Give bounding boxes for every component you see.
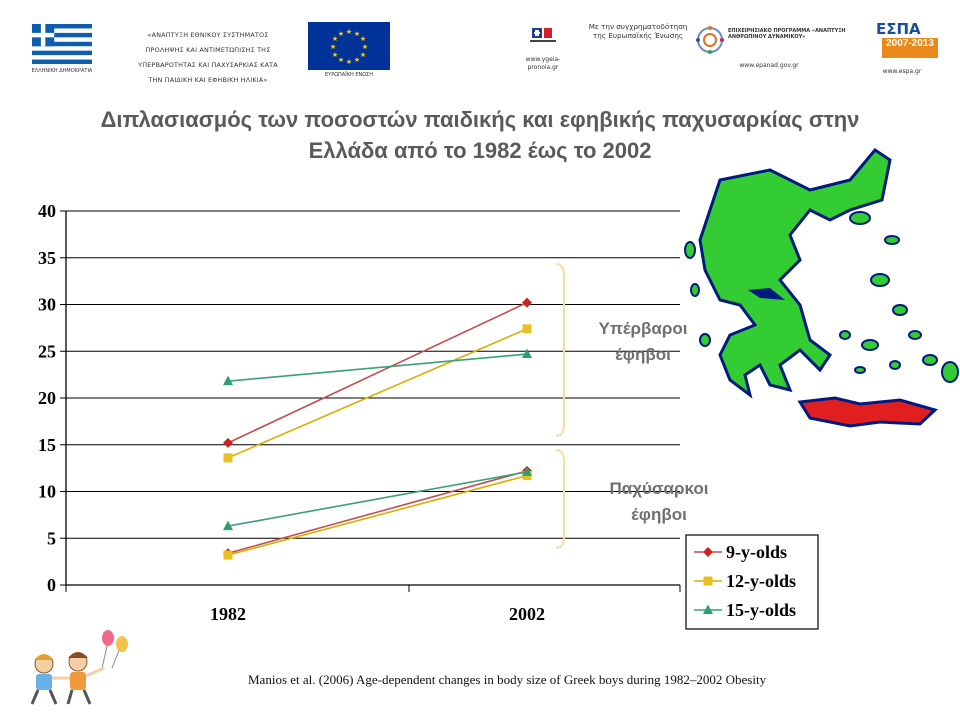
legend-label: 9-y-olds [726, 542, 787, 562]
svg-text:★: ★ [338, 30, 344, 38]
svg-text:★: ★ [360, 35, 366, 43]
series-line [227, 471, 528, 527]
legend-label: 15-y-olds [726, 600, 796, 620]
data-point [223, 453, 233, 463]
program-line: «ΑΝΑΠΤΥΞΗ ΕΘΝΙΚΟΥ ΣΥΣΤΗΜΑΤΟΣ [147, 31, 269, 39]
svg-text:★: ★ [332, 35, 338, 43]
series-layer [223, 297, 532, 560]
series-line [227, 474, 528, 556]
greek-flag-caption: ΕΛΛΗΝΙΚΗ ΔΗΜΟΚΡΑΤΙΑ [31, 68, 93, 74]
slide-title-line: Ελλάδα από το 1982 έως το 2002 [308, 138, 652, 163]
data-point [223, 550, 233, 560]
y-tick-label: 0 [47, 575, 56, 595]
data-point [223, 437, 233, 448]
svg-text:★: ★ [360, 51, 366, 59]
program-line: ΤΗΝ ΠΑΙΔΙΚΗ ΚΑΙ ΕΦΗΒΙΚΗ ΗΛΙΚΙΑ» [148, 76, 268, 84]
data-point [522, 348, 532, 359]
legend-swatch-marker [703, 604, 713, 614]
svg-text:★: ★ [338, 56, 344, 64]
bracket-layer [555, 263, 565, 549]
legend-label: 12-y-olds [726, 571, 796, 591]
data-point [223, 520, 233, 531]
x-tick-label: 1982 [210, 604, 246, 624]
svg-text:★: ★ [354, 30, 360, 38]
gulf-shape [748, 288, 785, 300]
greece-map-icon [684, 148, 959, 428]
legend-swatch-marker [703, 547, 713, 557]
y-tick-label: 20 [38, 388, 56, 408]
y-tick-label: 30 [38, 295, 56, 315]
program-line: ΥΠΕΡΒΑΡΟΤΗΤΑΣ ΚΑΙ ΠΑΧΥΣΑΡΚΙΑΣ ΚΑΤΑ [138, 61, 278, 69]
greek-flag-icon [32, 24, 92, 64]
legend-swatch-marker [703, 576, 713, 586]
espa-logo: ΕΣΠΑ 2007-2013 www.espa.gr [862, 20, 942, 80]
data-point [223, 375, 233, 386]
obese-label-line: Παχύσαρκοι [609, 479, 709, 498]
overweight-bracket [555, 263, 565, 437]
obese-annotation: Παχύσαρκοι έφηβοι [594, 476, 724, 528]
x-tick-labels: 1982 2002 [210, 604, 545, 624]
overweight-annotation: Υπέρβαροι έφηβοι [578, 316, 708, 368]
series-line [227, 470, 528, 554]
crete-shape [797, 396, 938, 428]
obese-bracket [555, 449, 565, 549]
y-tick-label: 25 [38, 341, 56, 361]
program-line: ΠΡΟΛΗΨΗΣ ΚΑΙ ΑΝΤΙΜΕΤΩΠΙΣΗΣ ΤΗΣ [145, 46, 271, 54]
health-cross-icon [530, 28, 556, 42]
greek-flag-logo: ΕΛΛΗΝΙΚΗ ΔΗΜΟΚΡΑΤΙΑ [22, 24, 102, 74]
svg-text:★: ★ [354, 56, 360, 64]
data-point [522, 324, 532, 334]
data-point [522, 297, 532, 308]
svg-text:★: ★ [346, 58, 352, 66]
y-tick-label: 10 [38, 482, 56, 502]
x-tick-label: 2002 [509, 604, 545, 624]
compass-rose-icon [696, 26, 724, 54]
espa-caption: www.espa.gr [882, 68, 922, 75]
eu-flag-caption: ΕΥΡΩΠΑΪΚΗ ΕΝΩΣΗ [325, 72, 373, 78]
cofund-text: Με την συγχρηματοδότηση της Ευρωπαϊκής Έ… [588, 22, 688, 40]
overweight-label-line: Υπέρβαροι [598, 319, 688, 338]
epanad-caption: www.epanad.gov.gr [739, 62, 799, 69]
children-illustration-icon [30, 630, 128, 705]
y-tick-label: 35 [38, 248, 56, 268]
slide-title-line: Διπλασιασμός των ποσοστών παιδικής και ε… [100, 107, 860, 132]
y-tick-label: 5 [47, 528, 56, 548]
slide-title: Διπλασιασμός των ποσοστών παιδικής και ε… [0, 104, 960, 166]
overweight-label-line: έφηβοι [615, 345, 671, 364]
mainland-shape [698, 148, 892, 399]
epanad-logo: ΕΠΙΧΕΙΡΗΣΙΑΚΟ ΠΡΟΓΡΑΜΜΑ «ΑΝΑΠΤΥΞΗ ΑΝΘΡΩΠ… [694, 24, 854, 74]
svg-text:★: ★ [362, 43, 368, 51]
ygeia-logo: www.ygeia-pronoia.gr [518, 22, 568, 72]
y-tick-label: 40 [38, 201, 56, 221]
epanad-title: ΕΠΙΧΕΙΡΗΣΙΑΚΟ ΠΡΟΓΡΑΜΜΑ «ΑΝΑΠΤΥΞΗ ΑΝΘΡΩΠ… [728, 28, 846, 40]
program-name: «ΑΝΑΠΤΥΞΗ ΕΘΝΙΚΟΥ ΣΥΣΤΗΜΑΤΟΣ ΠΡΟΛΗΨΗΣ ΚΑ… [108, 28, 308, 88]
series-line [227, 301, 528, 444]
data-point [522, 466, 532, 476]
eu-flag-logo: ★ ★ ★ ★ ★ ★ ★ ★ ★ ★ ★ ★ ΕΥΡΩΠΑΪΚΗ ΕΝΩΣΗ [308, 22, 390, 78]
obese-label-line: έφηβοι [631, 505, 687, 524]
header-logos: ΕΛΛΗΝΙΚΗ ΔΗΜΟΚΡΑΤΙΑ «ΑΝΑΠΤΥΞΗ ΕΘΝΙΚΟΥ ΣΥ… [0, 0, 960, 90]
espa-word: ΕΣΠΑ [876, 20, 921, 38]
citation-text: Manios et al. (2006) Age-dependent chang… [248, 672, 767, 687]
svg-text:★: ★ [330, 43, 336, 51]
series-line [227, 353, 528, 382]
series-line [227, 328, 528, 459]
islands-group [684, 211, 959, 383]
ygeia-caption: www.ygeia-pronoia.gr [525, 56, 561, 71]
grid-layer [60, 210, 681, 592]
legend: 9-y-olds 12-y-olds 15-y-olds [685, 534, 819, 630]
svg-text:★: ★ [332, 51, 338, 59]
svg-text:★: ★ [346, 28, 352, 36]
eu-stars-icon: ★ ★★ ★★★ ★★★ ★★★ [330, 28, 368, 66]
y-tick-label: 15 [38, 435, 56, 455]
espa-years: 2007-2013 [882, 38, 938, 58]
y-tick-labels: 0 5 10 15 20 25 30 35 40 [38, 201, 56, 595]
